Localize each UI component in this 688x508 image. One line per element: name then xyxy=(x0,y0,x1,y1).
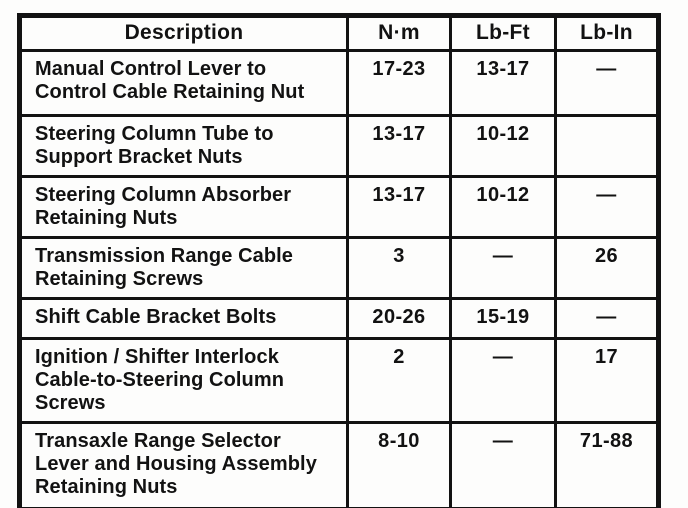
nm-value: 17-23 xyxy=(346,49,452,117)
table-row: Steering Column Tube to Support Bracket … xyxy=(18,114,660,178)
header-row: Description N·m Lb-Ft Lb-In xyxy=(18,14,660,52)
lbin-value: 17 xyxy=(554,337,660,424)
lbin-value: 71-88 xyxy=(554,421,660,508)
lbft-value: 13-17 xyxy=(449,49,557,117)
lbft-value: — xyxy=(449,337,557,424)
description-cell: Ignition / Shifter Interlock Cable-to-St… xyxy=(18,337,349,424)
table-row: Manual Control Lever to Control Cable Re… xyxy=(18,49,660,117)
lbft-value: 10-12 xyxy=(449,175,557,239)
torque-specifications-table: Description N·m Lb-Ft Lb-In Manual Contr… xyxy=(17,13,661,508)
col-header-lbin: Lb-In xyxy=(554,14,660,52)
description-cell: Transaxle Range Selector Lever and Housi… xyxy=(18,421,349,508)
lbin-value: — xyxy=(554,297,660,340)
col-header-lbft: Lb-Ft xyxy=(449,14,557,52)
lbft-value: — xyxy=(449,421,557,508)
table-row: Transaxle Range Selector Lever and Housi… xyxy=(18,421,660,508)
description-cell: Shift Cable Bracket Bolts xyxy=(18,297,349,340)
lbft-value: — xyxy=(449,236,557,300)
table-row: Steering Column Absorber Retaining Nuts … xyxy=(18,175,660,239)
nm-value: 13-17 xyxy=(346,114,452,178)
description-cell: Manual Control Lever to Control Cable Re… xyxy=(18,49,349,117)
description-cell: Steering Column Absorber Retaining Nuts xyxy=(18,175,349,239)
lbin-value: 26 xyxy=(554,236,660,300)
lbft-value: 15-19 xyxy=(449,297,557,340)
lbin-value: — xyxy=(554,175,660,239)
description-cell: Transmission Range Cable Retaining Screw… xyxy=(18,236,349,300)
description-cell: Steering Column Tube to Support Bracket … xyxy=(18,114,349,178)
col-header-nm: N·m xyxy=(346,14,452,52)
lbft-value: 10-12 xyxy=(449,114,557,178)
table-row: Shift Cable Bracket Bolts 20-26 15-19 — xyxy=(18,297,660,340)
nm-value: 13-17 xyxy=(346,175,452,239)
lbin-value: — xyxy=(554,49,660,117)
lbin-value xyxy=(554,114,660,178)
nm-value: 8-10 xyxy=(346,421,452,508)
col-header-description: Description xyxy=(18,14,349,52)
nm-value: 2 xyxy=(346,337,452,424)
nm-value: 20-26 xyxy=(346,297,452,340)
table-row: Ignition / Shifter Interlock Cable-to-St… xyxy=(18,337,660,424)
nm-value: 3 xyxy=(346,236,452,300)
table-row: Transmission Range Cable Retaining Screw… xyxy=(18,236,660,300)
